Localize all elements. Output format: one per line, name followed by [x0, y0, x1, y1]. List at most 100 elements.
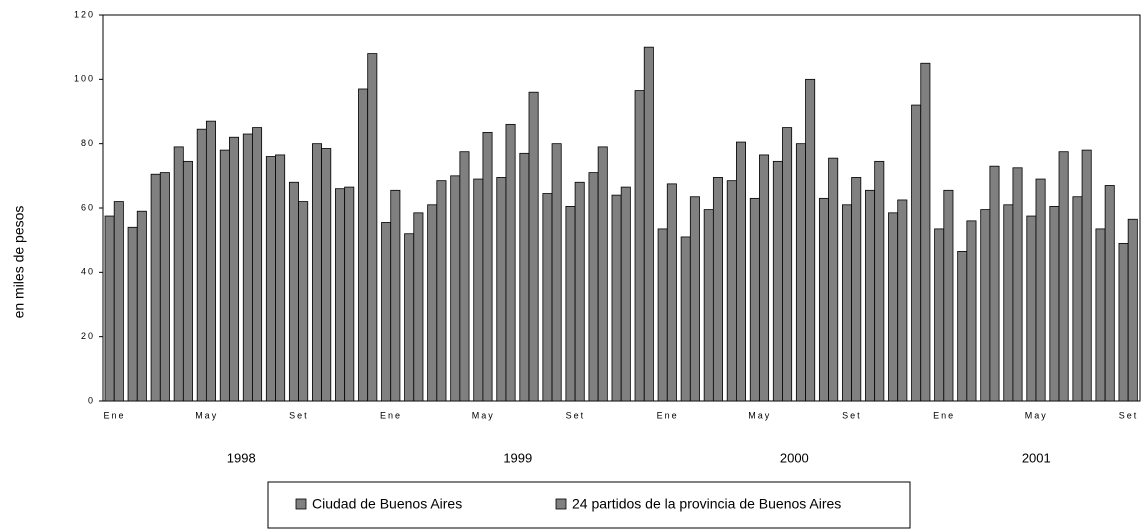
bar: [1012, 167, 1023, 402]
bar: [726, 180, 737, 402]
bar: [1127, 218, 1138, 402]
bar: [551, 143, 562, 402]
bar: [321, 148, 332, 402]
bar: [818, 197, 829, 402]
x-tick-label: Set: [566, 410, 586, 420]
bar: [1104, 185, 1115, 402]
year-label: 1999: [503, 450, 532, 465]
bar: [657, 228, 668, 402]
bar: [390, 189, 401, 402]
bar: [680, 236, 691, 402]
bar: [897, 199, 908, 402]
y-tick-label: 120: [74, 9, 95, 19]
bar: [127, 226, 138, 402]
y-tick-label: 0: [88, 395, 95, 405]
bar: [1026, 215, 1037, 402]
bar: [1003, 204, 1014, 402]
bar: [182, 160, 193, 402]
bar: [643, 46, 654, 402]
bar: [574, 181, 585, 402]
bar: [980, 209, 991, 402]
x-tick-label: Ene: [933, 410, 955, 420]
legend-swatch: [555, 498, 567, 510]
year-label: 2000: [780, 450, 809, 465]
bar: [482, 132, 493, 402]
bar: [459, 151, 470, 402]
bar: [865, 189, 876, 402]
bar: [173, 146, 184, 402]
legend-swatch: [295, 498, 307, 510]
bar: [473, 178, 484, 402]
bar: [620, 186, 631, 402]
bar: [597, 146, 608, 402]
bar: [588, 172, 599, 402]
bar: [229, 136, 240, 402]
bar: [205, 120, 216, 402]
bar: [265, 156, 276, 402]
bar: [934, 228, 945, 402]
bar: [828, 157, 839, 402]
bar: [505, 123, 516, 402]
bar: [957, 251, 968, 402]
bar: [736, 141, 747, 402]
bar: [795, 143, 806, 402]
legend-label: Ciudad de Buenos Aires: [312, 496, 462, 512]
bar: [196, 128, 207, 402]
bar: [335, 188, 346, 402]
bar: [496, 177, 507, 402]
bar: [450, 175, 461, 402]
y-tick-label: 40: [81, 267, 95, 277]
bar: [113, 201, 124, 402]
bar: [252, 127, 263, 402]
bar: [1118, 242, 1129, 402]
bar: [344, 186, 355, 402]
x-tick-label: May: [195, 410, 218, 420]
bar: [666, 183, 677, 402]
bar: [381, 222, 392, 402]
x-tick-label: Ene: [104, 410, 126, 420]
bar: [367, 53, 378, 402]
bar: [851, 177, 862, 402]
bar: [413, 212, 424, 402]
bar: [1035, 178, 1046, 402]
y-tick-label: 80: [81, 138, 95, 148]
bar: [565, 205, 576, 402]
year-label: 1998: [227, 450, 256, 465]
bar: [805, 78, 816, 402]
bar: [712, 177, 723, 402]
bar: [219, 149, 230, 402]
bar: [874, 160, 885, 402]
y-tick-label: 20: [81, 331, 95, 341]
bar: [703, 209, 714, 402]
bar: [542, 193, 553, 402]
bar: [136, 210, 147, 402]
bar: [1072, 196, 1083, 402]
bar: [1058, 151, 1069, 402]
bar: [1081, 149, 1092, 402]
x-tick-label: Set: [842, 410, 862, 420]
bar: [634, 90, 645, 402]
x-tick-label: Ene: [657, 410, 679, 420]
x-tick-label: May: [748, 410, 771, 420]
x-tick-label: Set: [289, 410, 309, 420]
bar: [150, 173, 161, 402]
bar: [911, 104, 922, 402]
bar: [749, 197, 760, 402]
bar: [989, 165, 1000, 402]
bar: [404, 233, 415, 402]
bar: [772, 160, 783, 402]
bar: [275, 154, 286, 402]
year-label: 2001: [1022, 450, 1051, 465]
bar: [104, 215, 115, 402]
x-tick-label: May: [472, 410, 495, 420]
bar: [966, 220, 977, 402]
bar: [943, 189, 954, 402]
bar: [436, 180, 447, 402]
bar: [920, 62, 931, 402]
bar: [1095, 228, 1106, 402]
bar: [611, 194, 622, 402]
bar: [759, 154, 770, 402]
x-tick-label: Ene: [380, 410, 402, 420]
y-tick-label: 100: [74, 74, 95, 84]
